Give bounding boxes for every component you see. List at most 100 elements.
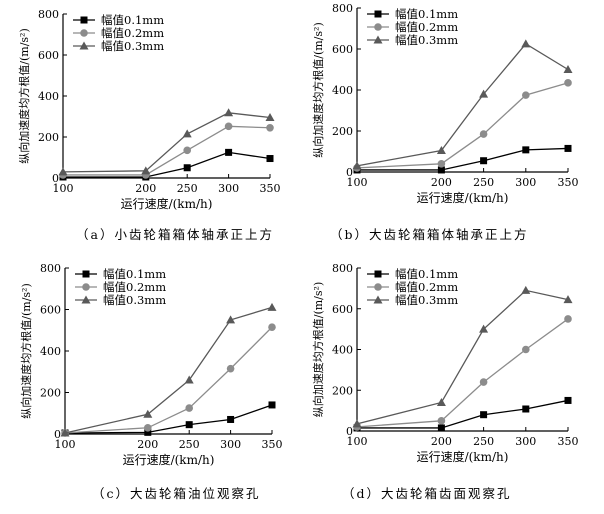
panel-a-series-3-point xyxy=(141,166,151,175)
panel-c-y-tick-label: 200 xyxy=(40,387,61,400)
panel-d-y-tick-label: 800 xyxy=(332,262,353,275)
panel-c-series-2-point xyxy=(185,404,193,412)
panel-c-series-1-point xyxy=(185,421,193,429)
panel-d-x-tick-label: 200 xyxy=(431,435,452,448)
panel-a-y-tick-label: 200 xyxy=(38,131,59,144)
panel-c-caption: （c）大齿轮箱油位观察孔 xyxy=(92,486,261,501)
panel-c-x-tick-label: 100 xyxy=(55,438,76,451)
panel-a-x-axis-label: 运行速度/(km/h) xyxy=(121,196,213,211)
panel-d-series-1-point xyxy=(480,411,488,419)
panel-a-caption: （a）小齿轮箱箱体轴承正上方 xyxy=(76,227,274,242)
panel-c-y-tick-label: 400 xyxy=(40,345,61,358)
panel-a-series-3-point xyxy=(58,167,68,176)
panel-b-series-3-line xyxy=(356,43,569,167)
panel-c-legend-label: 幅值0.1mm xyxy=(103,267,166,281)
panel-b-series-1-point xyxy=(480,157,488,165)
panel-a-x-tick-label: 100 xyxy=(53,182,74,195)
panel-d-y-tick-label: 0 xyxy=(346,425,353,438)
panel-b-series-2-point xyxy=(564,79,572,87)
panel-a-series-3-point xyxy=(182,129,192,138)
panel-d-series-3-point xyxy=(521,285,531,294)
panel-c-series-1-point xyxy=(144,428,152,436)
panel-a-y-tick-label: 600 xyxy=(38,49,59,62)
panel-a-series-2-line xyxy=(63,125,271,176)
panel-a-series-3-point xyxy=(224,108,234,117)
panel-b-x-tick-label: 200 xyxy=(431,176,452,189)
panel-c-legend-marker xyxy=(82,283,90,291)
panel-c-y-axis-label: 纵向加速度均方根值/(m/s²) xyxy=(19,283,33,418)
panel-d-series-1-point xyxy=(437,424,445,432)
panel-c-series-2-point xyxy=(268,323,276,331)
panel-d-x-tick-label: 100 xyxy=(347,435,368,448)
panel-b-series-1-point xyxy=(564,144,572,152)
panel-a-x-tick-label: 300 xyxy=(218,182,239,195)
panel-d-series-1-point xyxy=(564,396,572,404)
panel-c-legend-label: 幅值0.3mm xyxy=(103,293,166,307)
panel-d-legend-label: 幅值0.1mm xyxy=(395,267,458,281)
panel-c-series-1-line xyxy=(64,404,273,434)
panel-a-series-2-point xyxy=(224,122,233,131)
panel-b-series-2-point xyxy=(522,91,530,99)
panel-d-legend-marker xyxy=(374,283,382,291)
panel-d-legend-marker xyxy=(373,295,383,304)
panel-b-x-axis-label: 运行速度/(km/h) xyxy=(417,190,509,205)
panel-b-y-tick-label: 200 xyxy=(332,125,353,138)
panel-d-series-2-point xyxy=(522,345,530,354)
panel-d-series-2-point xyxy=(437,417,446,425)
panel-b-x-tick-label: 350 xyxy=(558,176,579,189)
panel-c-series-1-point xyxy=(227,415,235,423)
panel-b-y-tick-label: 800 xyxy=(332,2,353,15)
panel-b-series-3-point xyxy=(352,161,362,170)
panel-b-y-tick-label: 600 xyxy=(332,43,353,56)
panel-d-series-3-point xyxy=(563,295,573,304)
panel-c-series-2-line xyxy=(64,326,273,434)
panel-b-legend-marker xyxy=(374,23,382,31)
panel-c-x-tick-label: 350 xyxy=(262,438,283,451)
panel-d-series-1-line xyxy=(357,399,569,429)
panel-c-series-2-point xyxy=(226,364,235,373)
panel-c-legend-marker xyxy=(81,295,91,304)
panel-d-caption: （d）大齿轮箱齿面观察孔 xyxy=(342,486,512,501)
panel-b-x-tick-label: 250 xyxy=(473,176,494,189)
panel-b-y-tick-label: 0 xyxy=(346,166,353,179)
panel-b-series-3-point xyxy=(436,145,446,154)
panel-d-series-2-point xyxy=(564,315,572,323)
panel-b-series-3-point xyxy=(563,65,573,73)
panel-b-series-1-point xyxy=(522,146,530,154)
panel-b-x-tick-label: 100 xyxy=(347,176,368,189)
panel-c-series-1-point xyxy=(268,401,276,409)
panel-c-series-3-point xyxy=(60,428,70,437)
panel-c-legend-label: 幅值0.2mm xyxy=(103,280,166,294)
panel-d-series-3-point xyxy=(352,419,362,428)
panel-d-x-tick-label: 300 xyxy=(515,435,536,448)
panel-a-series-2-point xyxy=(183,146,191,155)
panel-d-series-2-point xyxy=(479,378,488,386)
panel-a-legend-label: 幅值0.3mm xyxy=(101,39,164,53)
panel-d-x-axis-label: 运行速度/(km/h) xyxy=(417,449,509,464)
panel-b-legend-label: 幅值0.1mm xyxy=(395,7,458,21)
panel-c-y-tick-label: 600 xyxy=(40,304,61,317)
panel-c-x-tick-label: 200 xyxy=(137,438,158,451)
panel-b-legend-label: 幅值0.2mm xyxy=(395,20,458,34)
panel-c-x-axis-label: 运行速度/(km/h) xyxy=(123,452,215,467)
panel-a-y-tick-label: 400 xyxy=(38,90,59,103)
panel-c-x-tick-label: 300 xyxy=(220,438,241,451)
panel-d-series-2-line xyxy=(356,318,569,428)
panel-d-series-3-point xyxy=(479,324,489,333)
panel-c-series-3-point xyxy=(226,315,236,324)
panel-b-legend-marker xyxy=(374,10,382,18)
panel-b-y-tick-label: 400 xyxy=(332,84,353,97)
panel-d-series-3-point xyxy=(436,397,446,406)
panel-b-caption: （b）大齿轮箱箱体轴承正上方 xyxy=(330,227,529,242)
panel-d-y-axis-label: 纵向加速度均方根值/(m/s²) xyxy=(311,282,325,417)
panel-d-series-1-point xyxy=(522,405,530,413)
panel-a-x-tick-label: 250 xyxy=(177,182,198,195)
panel-d-y-tick-label: 600 xyxy=(332,303,353,316)
panel-a-series-1-point xyxy=(183,164,191,172)
panel-b-series-2-line xyxy=(356,82,569,169)
panel-c-y-tick-label: 0 xyxy=(54,428,61,441)
panel-b-series-3-point xyxy=(521,39,531,48)
panel-d-x-tick-label: 350 xyxy=(558,435,579,448)
panel-c-series-2-point xyxy=(144,423,152,432)
